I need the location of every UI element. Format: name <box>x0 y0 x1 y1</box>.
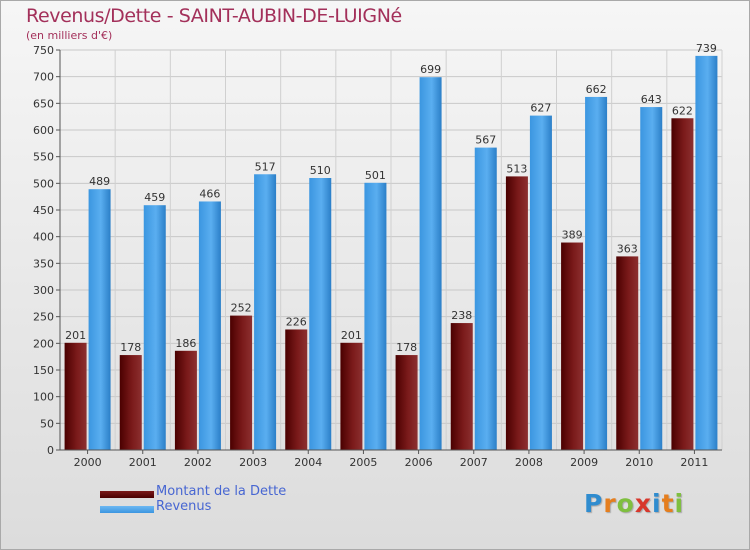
y-tick-label-350: 350 <box>33 257 54 270</box>
y-tick-label-700: 700 <box>33 71 54 84</box>
data-label-revenus-2001: 459 <box>144 191 165 204</box>
bar-revenus-2008 <box>529 115 552 450</box>
data-label-dette-2006: 178 <box>396 341 417 354</box>
bar-revenus-2004 <box>309 178 332 450</box>
data-label-dette-2003: 252 <box>231 302 252 315</box>
y-tick-label-750: 750 <box>33 44 54 57</box>
data-label-revenus-2006: 699 <box>420 63 441 76</box>
data-label-dette-2011: 622 <box>672 104 693 117</box>
data-label-revenus-2003: 517 <box>255 160 276 173</box>
legend-swatch-revenus <box>100 506 154 513</box>
y-tick-label-600: 600 <box>33 124 54 137</box>
data-label-revenus-2007: 567 <box>475 134 496 147</box>
bar-dette-2002 <box>174 350 197 450</box>
bar-revenus-2009 <box>585 96 608 450</box>
bar-revenus-2003 <box>254 174 277 450</box>
data-label-dette-2005: 201 <box>341 329 362 342</box>
data-label-dette-2009: 389 <box>562 229 583 242</box>
chart-subtitle: (en milliers d'€) <box>26 29 113 42</box>
data-label-dette-2002: 186 <box>175 337 196 350</box>
data-label-dette-2010: 363 <box>617 242 638 255</box>
legend-label-debt: Montant de la Dette <box>156 484 287 499</box>
data-label-revenus-2010: 643 <box>641 93 662 106</box>
data-label-revenus-2002: 466 <box>199 187 220 200</box>
logo-letter-3: x <box>634 489 652 518</box>
bar-revenus-2000 <box>88 189 111 450</box>
x-tick-label-2003: 2003 <box>239 456 267 469</box>
x-tick-label-2007: 2007 <box>460 456 488 469</box>
x-tick-label-2001: 2001 <box>129 456 157 469</box>
y-tick-label-650: 650 <box>33 97 54 110</box>
chart-title: Revenus/Dette - SAINT-AUBIN-DE-LUIGNé <box>26 5 402 27</box>
data-label-dette-2004: 226 <box>286 315 307 328</box>
bar-revenus-2002 <box>198 201 221 450</box>
y-tick-label-150: 150 <box>33 364 54 377</box>
y-tick-label-300: 300 <box>33 284 54 297</box>
x-tick-label-2011: 2011 <box>680 456 708 469</box>
bar-dette-2000 <box>64 342 87 450</box>
bar-revenus-2005 <box>364 182 387 451</box>
y-tick-label-450: 450 <box>33 204 54 217</box>
x-tick-label-2005: 2005 <box>349 456 377 469</box>
x-tick-label-2002: 2002 <box>184 456 212 469</box>
bar-dette-2009 <box>561 242 584 450</box>
logo-letter-2: o <box>616 489 635 518</box>
data-label-revenus-2000: 489 <box>89 175 110 188</box>
legend-label-revenus: Revenus <box>156 499 212 514</box>
x-tick-label-2010: 2010 <box>625 456 653 469</box>
data-label-dette-2001: 178 <box>120 341 141 354</box>
x-tick-label-2009: 2009 <box>570 456 598 469</box>
bar-revenus-2006 <box>419 77 442 450</box>
data-label-dette-2007: 238 <box>451 309 472 322</box>
x-tick-label-2004: 2004 <box>294 456 322 469</box>
bar-dette-2007 <box>450 323 473 450</box>
proxiti-logo: Proxiti <box>584 489 684 518</box>
y-tick-label-250: 250 <box>33 311 54 324</box>
bar-dette-2010 <box>616 256 639 450</box>
logo-letter-1: r <box>603 489 617 518</box>
logo-letter-6: i <box>674 489 685 518</box>
data-label-revenus-2004: 510 <box>310 164 331 177</box>
x-tick-label-2008: 2008 <box>515 456 543 469</box>
bar-revenus-2010 <box>640 107 663 451</box>
y-tick-label-100: 100 <box>33 391 54 404</box>
bar-dette-2004 <box>285 329 308 450</box>
bar-dette-2006 <box>395 355 418 450</box>
logo-letter-4: i <box>652 489 662 518</box>
data-label-revenus-2011: 739 <box>696 42 717 55</box>
logo-letter-5: t <box>661 489 675 518</box>
logo-letter-0: P <box>584 489 604 518</box>
y-tick-label-400: 400 <box>33 231 54 244</box>
bar-revenus-2007 <box>474 147 497 450</box>
bar-dette-2005 <box>340 342 363 450</box>
y-tick-label-550: 550 <box>33 151 54 164</box>
y-tick-label-500: 500 <box>33 177 54 190</box>
y-tick-label-50: 50 <box>40 417 54 430</box>
x-tick-label-2000: 2000 <box>74 456 102 469</box>
data-label-revenus-2008: 627 <box>530 102 551 115</box>
data-label-revenus-2009: 662 <box>586 83 607 96</box>
y-tick-label-0: 0 <box>47 444 54 457</box>
bar-dette-2008 <box>505 176 528 450</box>
data-label-dette-2008: 513 <box>506 162 527 175</box>
y-tick-label-200: 200 <box>33 337 54 350</box>
data-label-dette-2000: 201 <box>65 329 86 342</box>
bar-revenus-2011 <box>695 55 718 450</box>
legend-swatch-debt <box>100 491 154 498</box>
bar-dette-2003 <box>230 315 253 450</box>
bar-dette-2011 <box>671 118 694 451</box>
data-label-revenus-2005: 501 <box>365 169 386 182</box>
bar-revenus-2001 <box>143 205 166 450</box>
bar-dette-2001 <box>119 355 142 450</box>
x-tick-label-2006: 2006 <box>405 456 433 469</box>
